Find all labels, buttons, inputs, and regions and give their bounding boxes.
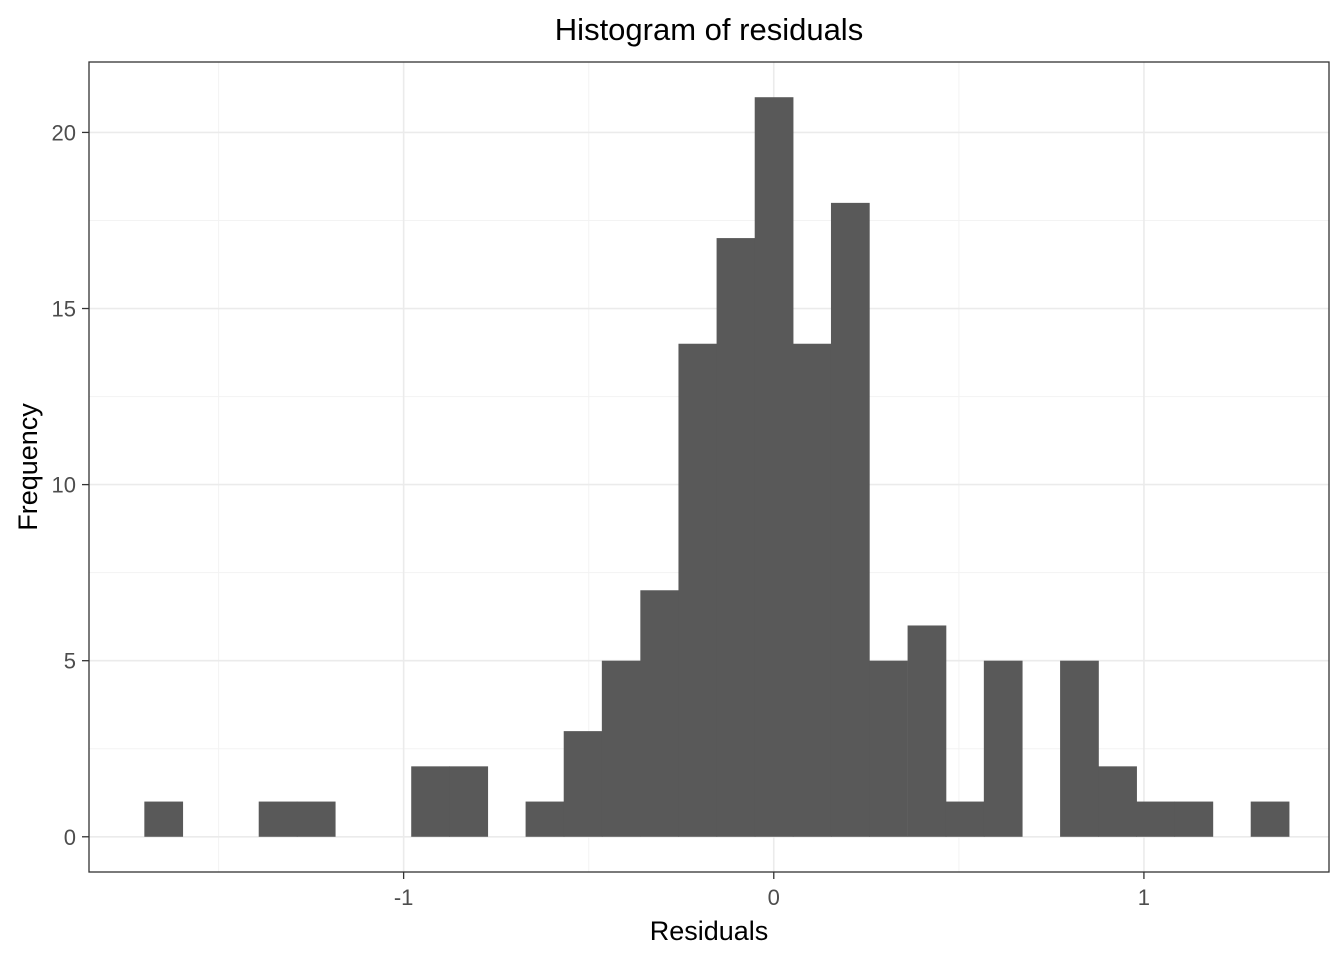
histogram-bar [1250,801,1290,837]
x-tick-label: 1 [1138,885,1150,910]
x-tick-label: 0 [768,885,780,910]
histogram-bar [1136,801,1176,837]
histogram-bar [754,97,794,837]
histogram-bar [411,766,450,837]
chart-title: Histogram of residuals [555,12,863,47]
histogram-bar [1060,660,1099,837]
histogram-bar [525,801,565,837]
y-tick-label: 10 [52,473,76,498]
y-tick-label: 15 [52,297,76,322]
x-tick-label: -1 [394,885,414,910]
histogram-bar [678,343,718,837]
bars [144,97,1290,837]
histogram-bar [1098,766,1137,837]
x-axis-title: Residuals [650,916,769,946]
histogram-bar [258,801,298,837]
histogram-bar [1174,801,1214,837]
histogram-bar [144,801,184,837]
histogram-bar [449,766,489,837]
y-tick-label: 0 [64,825,76,850]
histogram-bar [792,343,832,837]
histogram-bar [830,202,870,837]
histogram-bar [983,660,1023,837]
histogram-bar [716,238,756,837]
histogram-bar [945,801,985,837]
y-axis: 0 5 10 15 20 [52,120,89,850]
y-axis-title: Frequency [13,403,43,531]
histogram-bar [640,590,680,837]
y-tick-label: 5 [64,649,76,674]
y-tick-label: 20 [52,120,76,145]
panel-border [88,61,1330,873]
histogram-bar [563,731,603,837]
x-axis: -1 0 1 [394,872,1150,910]
histogram-bar [296,801,336,837]
histogram-bar [907,625,947,837]
histogram-bar [601,660,641,837]
histogram-bar [869,660,908,837]
